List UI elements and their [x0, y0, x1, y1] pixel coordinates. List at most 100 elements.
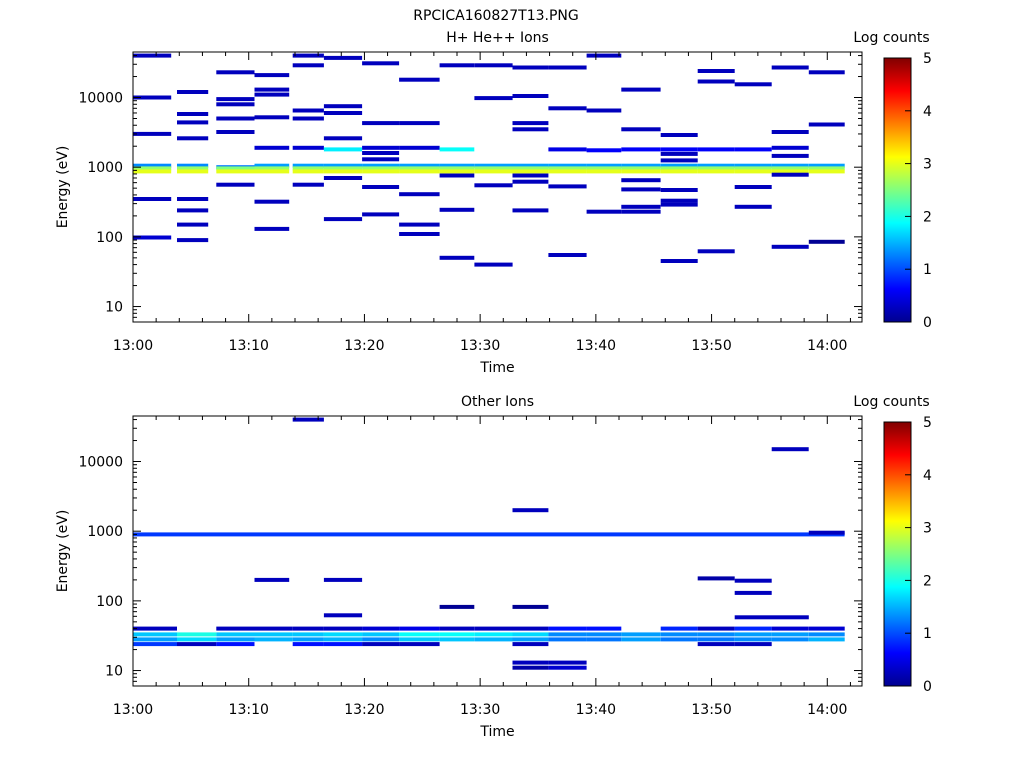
- heatmap-cell: [133, 53, 172, 58]
- heatmap-cell: [323, 147, 363, 152]
- heatmap-cell: [512, 121, 549, 126]
- heatmap-cell: [216, 632, 255, 637]
- heatmap-cell: [323, 169, 363, 174]
- heatmap-cell: [177, 120, 209, 125]
- colorbar-tick-label: 2: [923, 573, 932, 589]
- heatmap-cell: [362, 212, 400, 217]
- heatmap-cell: [621, 127, 661, 132]
- heatmap-cell: [292, 166, 324, 171]
- heatmap-cell: [771, 637, 809, 642]
- heatmap-cell: [177, 238, 209, 243]
- heatmap-cell: [808, 632, 845, 637]
- x-tick-label: 13:30: [460, 338, 500, 354]
- heatmap-cell: [734, 632, 772, 637]
- colorbar-label: Log counts: [853, 394, 929, 410]
- heatmap-cell: [548, 253, 587, 257]
- heatmap-cell: [660, 158, 698, 163]
- heatmap-cell: [399, 626, 440, 631]
- heatmap-cell: [548, 626, 587, 631]
- heatmap-cell: [254, 637, 293, 642]
- heatmap-cell: [439, 207, 475, 212]
- heatmap-cell: [548, 660, 587, 665]
- heatmap-cell: [439, 255, 475, 260]
- colorbar: 0 1 2 3 4 5: [883, 415, 932, 695]
- heatmap-cell: [734, 626, 772, 631]
- heatmap-cell: [512, 604, 549, 609]
- heatmap-cell: [548, 637, 587, 642]
- heatmap-cells: [133, 417, 845, 670]
- heatmap-cell: [734, 169, 772, 174]
- heatmap-cell: [621, 169, 661, 174]
- heatmap-cell: [697, 249, 735, 254]
- heatmap-cell: [548, 169, 587, 174]
- colorbar-tick-label: 0: [923, 315, 932, 331]
- colorbar-tick-label: 4: [923, 468, 932, 484]
- heatmap-cell: [771, 626, 809, 631]
- x-axis-label: Time: [479, 360, 514, 376]
- heatmap-cell: [548, 166, 587, 171]
- heatmap-cell: [586, 632, 622, 637]
- heatmap-cell: [512, 626, 549, 631]
- heatmap-cell: [177, 163, 209, 168]
- y-tick-label: 100: [96, 594, 123, 610]
- heatmap-cell: [177, 112, 209, 116]
- heatmap-cell: [362, 61, 400, 66]
- heatmap-cell: [216, 637, 255, 642]
- x-tick-label: 13:40: [576, 338, 616, 354]
- heatmap-cell: [771, 130, 809, 134]
- heatmap-cell: [133, 95, 172, 100]
- heatmap-cell: [660, 259, 698, 263]
- heatmap-cell: [660, 151, 698, 156]
- heatmap-cell: [548, 184, 587, 189]
- panel-other-ions: Other Ions Time Energy (eV) Log counts 1…: [55, 394, 932, 740]
- colorbar-tick-label: 5: [923, 51, 932, 67]
- heatmap-cell: [323, 55, 363, 60]
- heatmap-cell: [660, 133, 698, 137]
- panel-title: H+ He++ Ions: [446, 30, 549, 46]
- heatmap-cell: [586, 53, 622, 58]
- y-tick-label: 10: [105, 664, 123, 680]
- heatmap-cell: [771, 166, 809, 171]
- heatmap-cell: [697, 166, 735, 171]
- heatmap-cell: [512, 665, 549, 670]
- heatmap-cell: [771, 163, 809, 168]
- heatmap-cell: [254, 169, 290, 174]
- heatmap-cell: [660, 632, 698, 637]
- heatmap-cell: [292, 626, 324, 631]
- heatmap-cell: [512, 166, 549, 171]
- heatmap-cell: [621, 204, 661, 209]
- heatmap-cell: [133, 163, 172, 168]
- heatmap-cell: [548, 163, 587, 168]
- heatmap-cell: [512, 65, 549, 70]
- heatmap-cell: [660, 202, 698, 207]
- heatmap-cell: [621, 178, 661, 183]
- heatmap-cell: [323, 613, 363, 618]
- heatmap-cell: [323, 642, 363, 647]
- panel-title: Other Ions: [461, 394, 534, 410]
- heatmap-cell: [216, 182, 255, 187]
- heatmap-cell: [512, 163, 549, 168]
- heatmap-cell: [548, 106, 587, 111]
- heatmap-cell: [771, 153, 809, 158]
- y-axis-label: Energy (eV): [55, 510, 71, 593]
- heatmap-cell: [254, 73, 290, 78]
- heatmap-cell: [254, 226, 290, 231]
- heatmap-cell: [621, 209, 661, 214]
- heatmap-cell: [177, 208, 209, 213]
- heatmap-cell: [734, 163, 772, 168]
- axes: 13:00 13:10 13:20 13:30 13:40 13:50 14:00 10 100…: [78, 51, 863, 354]
- heatmap-cell: [362, 169, 400, 174]
- heatmap-cell: [771, 244, 809, 249]
- heatmap-cell: [512, 169, 549, 174]
- heatmap-cell: [177, 197, 209, 201]
- heatmap-cell: [399, 642, 440, 647]
- colorbar-tick-label: 5: [923, 415, 932, 431]
- heatmap-cell: [323, 637, 363, 642]
- heatmap-cell: [474, 262, 513, 267]
- heatmap-cell: [216, 130, 255, 134]
- heatmap-cell: [323, 104, 363, 109]
- heatmap-cell: [216, 642, 255, 647]
- heatmap-cell: [399, 632, 440, 637]
- y-tick-label: 100: [96, 230, 123, 246]
- heatmap-cell: [399, 192, 440, 197]
